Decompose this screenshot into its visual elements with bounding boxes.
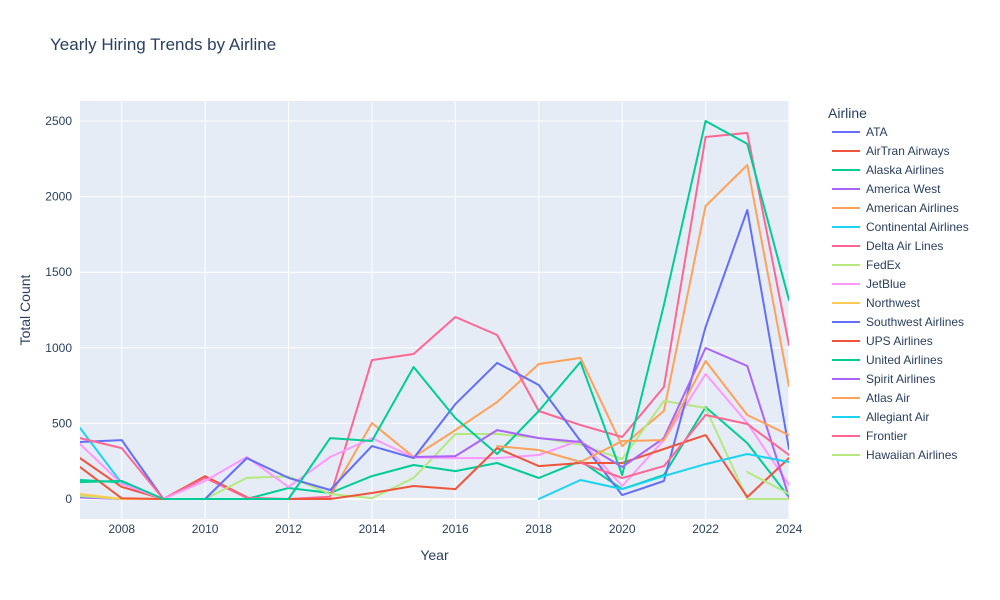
legend-label: ATA [866, 125, 888, 139]
legend-label: Hawaiian Airlines [866, 448, 957, 462]
x-tick-label: 2012 [275, 522, 302, 536]
series-line-allegiant-air [537, 453, 789, 500]
legend-item-fedex[interactable]: FedEx [832, 258, 901, 272]
y-axis-title: Total Count [17, 274, 33, 345]
legend-label: United Airlines [866, 353, 943, 367]
legend-label: AirTran Airways [866, 144, 950, 158]
y-tick-label: 0 [65, 492, 72, 506]
x-tick-label: 2014 [359, 522, 386, 536]
legend-item-jetblue[interactable]: JetBlue [832, 277, 906, 291]
legend-item-northwest[interactable]: Northwest [832, 296, 921, 310]
x-axis-ticks: 2008 2010 2012 2014 2016 2018 2020 2022 2024 [108, 522, 802, 536]
x-tick-label: 2008 [108, 522, 135, 536]
y-tick-label: 500 [52, 416, 72, 430]
chart-title: Yearly Hiring Trends by Airline [50, 35, 276, 54]
y-tick-label: 2500 [45, 114, 72, 128]
legend-title: Airline [828, 105, 867, 121]
legend-label: America West [866, 182, 941, 196]
plot-area[interactable] [80, 101, 789, 519]
x-tick-label: 2016 [442, 522, 469, 536]
legend-label: Allegiant Air [866, 410, 929, 424]
y-tick-label: 2000 [45, 190, 72, 204]
y-axis-ticks: 0 500 1000 1500 2000 2500 [45, 114, 72, 506]
legend-label: Continental Airlines [866, 220, 969, 234]
legend-item-southwest-airlines[interactable]: Southwest Airlines [832, 315, 964, 329]
x-tick-label: 2020 [609, 522, 636, 536]
legend-item-hawaiian-airlines[interactable]: Hawaiian Airlines [832, 448, 957, 462]
legend-label: Southwest Airlines [866, 315, 964, 329]
legend-item-delta-air-lines[interactable]: Delta Air Lines [832, 239, 943, 253]
legend-label: UPS Airlines [866, 334, 933, 348]
series-line-hawaiian-airlines [746, 471, 789, 495]
legend-label: Delta Air Lines [866, 239, 943, 253]
x-axis-title: Year [420, 547, 449, 563]
series-line-frontier [579, 414, 789, 479]
legend-label: American Airlines [866, 201, 959, 215]
legend-item-ata[interactable]: ATA [832, 125, 888, 139]
legend-item-continental-airlines[interactable]: Continental Airlines [832, 220, 969, 234]
legend-item-american-airlines[interactable]: American Airlines [832, 201, 959, 215]
legend-item-america-west[interactable]: America West [832, 182, 941, 196]
legend-item-frontier[interactable]: Frontier [832, 429, 907, 443]
legend-item-airtran-airways[interactable]: AirTran Airways [832, 144, 950, 158]
legend-item-allegiant-air[interactable]: Allegiant Air [832, 410, 929, 424]
legend-item-ups-airlines[interactable]: UPS Airlines [832, 334, 933, 348]
y-tick-label: 1500 [45, 265, 72, 279]
legend-label: FedEx [866, 258, 901, 272]
series-line-jetblue [80, 373, 789, 500]
series-lines [80, 120, 789, 500]
x-tick-label: 2024 [776, 522, 803, 536]
y-tick-label: 1000 [45, 341, 72, 355]
legend: Airline ATA AirTran Airways Alaska Airline… [828, 105, 969, 462]
legend-item-atlas-air[interactable]: Atlas Air [832, 391, 910, 405]
series-line-american-airlines [329, 164, 789, 497]
legend-item-spirit-airlines[interactable]: Spirit Airlines [832, 372, 935, 386]
legend-label: Spirit Airlines [866, 372, 935, 386]
series-line-atlas-air [496, 360, 789, 463]
legend-label: Frontier [866, 429, 907, 443]
legend-item-united-airlines[interactable]: United Airlines [832, 353, 943, 367]
legend-label: JetBlue [866, 277, 906, 291]
x-tick-label: 2010 [192, 522, 219, 536]
series-line-delta-air-lines [80, 131, 789, 500]
legend-item-alaska-airlines[interactable]: Alaska Airlines [832, 163, 944, 177]
series-line-united-airlines [80, 120, 789, 500]
series-line-spirit-airlines [412, 347, 789, 499]
x-tick-label: 2022 [692, 522, 719, 536]
legend-label: Northwest [866, 296, 921, 310]
legend-label: Atlas Air [866, 391, 910, 405]
legend-label: Alaska Airlines [866, 163, 944, 177]
x-tick-label: 2018 [525, 522, 552, 536]
